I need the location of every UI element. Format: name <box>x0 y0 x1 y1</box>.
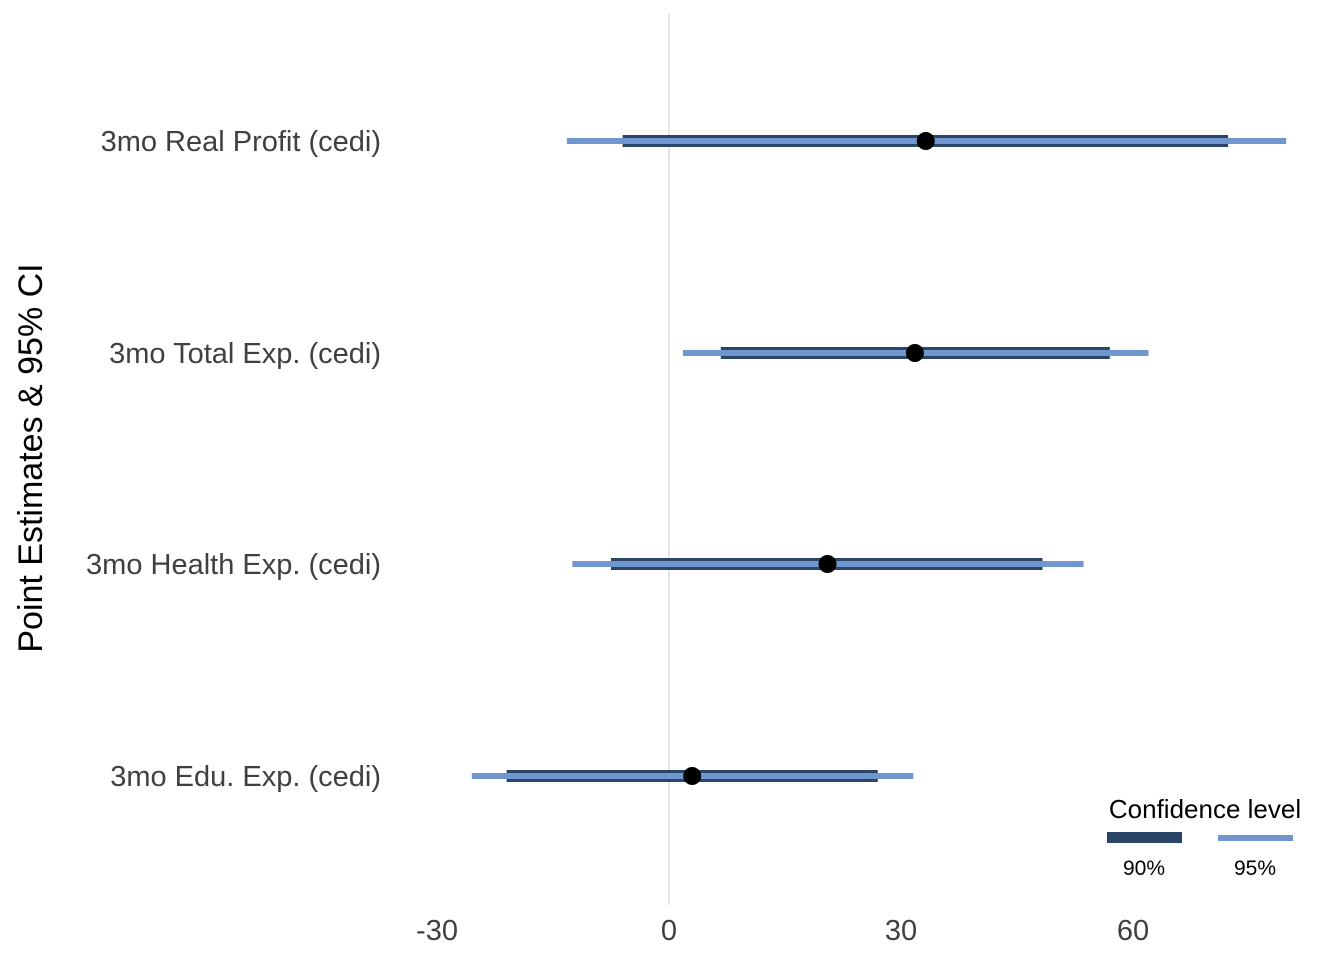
x-axis-tick-labels: -30 0 30 60 <box>416 915 1149 947</box>
point-estimate <box>818 555 837 573</box>
estimate-row <box>566 132 1287 150</box>
legend-swatch-95 <box>1218 835 1293 841</box>
x-tick-label: 60 <box>1117 915 1149 947</box>
point-estimate <box>905 344 924 362</box>
estimate-row <box>572 555 1084 573</box>
x-tick-label: -30 <box>416 915 458 947</box>
category-label: 3mo Edu. Exp. (cedi) <box>110 761 381 793</box>
legend-label-90: 90% <box>1123 857 1165 880</box>
category-label: 3mo Health Exp. (cedi) <box>86 549 381 581</box>
legend: Confidence level 90% 95% <box>1107 794 1301 880</box>
legend-title: Confidence level <box>1109 794 1301 824</box>
point-estimate <box>683 767 702 785</box>
x-tick-label: 30 <box>885 915 917 947</box>
category-label: 3mo Real Profit (cedi) <box>101 126 381 158</box>
category-labels: 3mo Real Profit (cedi) 3mo Total Exp. (ce… <box>86 126 381 793</box>
category-label: 3mo Total Exp. (cedi) <box>109 338 381 370</box>
estimate-row <box>471 767 914 785</box>
plot-rows <box>471 132 1287 785</box>
x-tick-label: 0 <box>661 915 677 947</box>
point-estimate <box>916 132 935 150</box>
estimate-row <box>682 344 1149 362</box>
legend-label-95: 95% <box>1234 857 1276 880</box>
legend-swatch-90 <box>1107 832 1182 843</box>
y-axis-title: Point Estimates & 95% CI <box>12 263 50 652</box>
